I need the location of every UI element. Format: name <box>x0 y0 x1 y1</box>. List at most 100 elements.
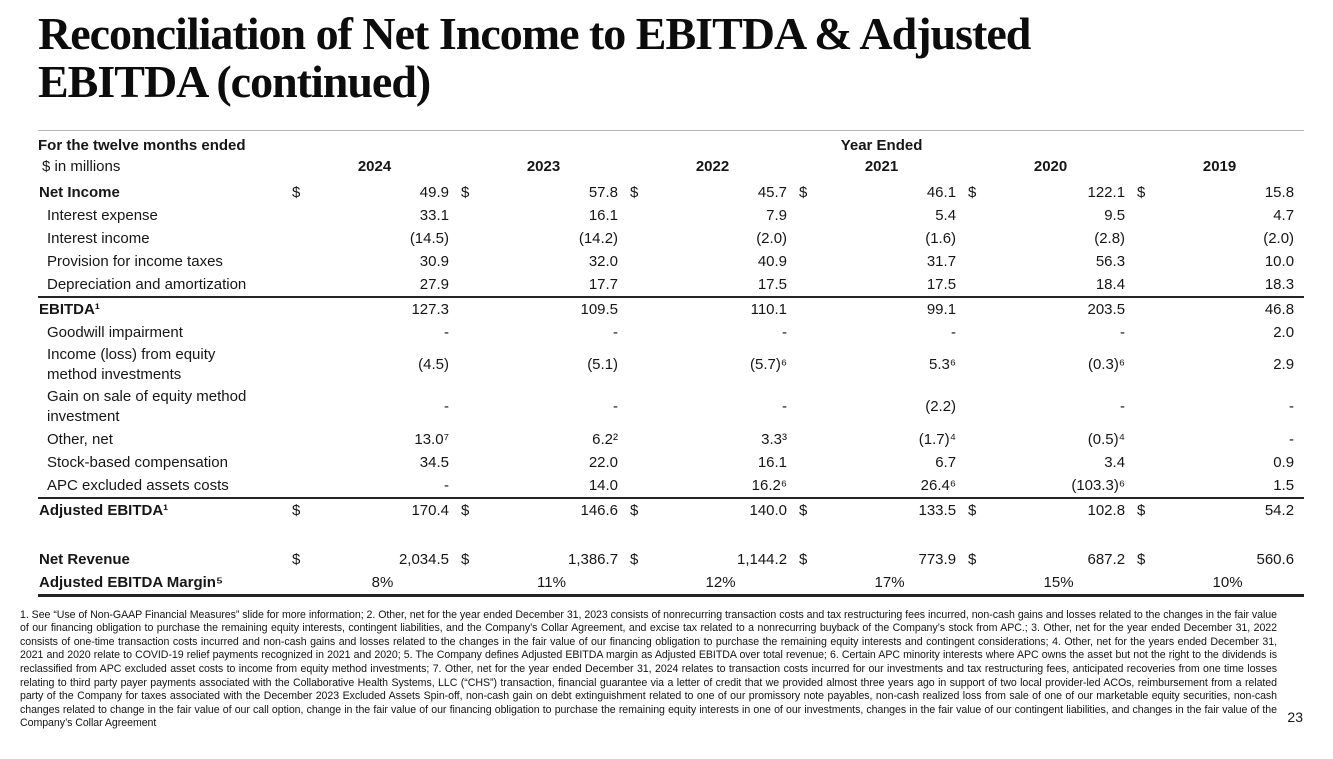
cell-value: (5.1) <box>587 356 619 374</box>
header-spacer <box>628 130 797 156</box>
cell-value: 17.7 <box>588 275 619 293</box>
dollar-sign <box>966 386 996 428</box>
row-label: Income (loss) from equity method investm… <box>47 345 216 383</box>
slide: Reconciliation of Net Income to EBITDA &… <box>0 10 1333 731</box>
cell-value: 26.4⁶ <box>920 476 957 494</box>
cell-value: 49.9 <box>419 183 449 201</box>
row-label: Depreciation and amortization <box>47 275 247 293</box>
dollar-sign <box>797 250 827 273</box>
dollar-sign <box>966 250 996 273</box>
dollar-sign: $ <box>968 550 977 568</box>
cell-value: 16.1 <box>588 206 619 224</box>
dollar-sign: $ <box>461 550 470 568</box>
dollar-sign <box>628 227 658 250</box>
dollar-sign: $ <box>1137 183 1146 201</box>
dollar-sign <box>290 250 320 273</box>
reconciliation-table: For the twelve months ended Year Ended $… <box>38 129 1305 597</box>
cell-value: 54.2 <box>1165 496 1305 522</box>
table-row: Income (loss) from equity method investm… <box>38 344 1304 386</box>
cell-value: 1.5 <box>1273 476 1295 494</box>
dollar-sign: $ <box>630 550 639 568</box>
dollar-sign <box>628 344 658 386</box>
cell-value: 33.1 <box>419 206 449 224</box>
cell-value: 127.3 <box>320 295 459 321</box>
dollar-sign <box>290 344 320 386</box>
cell-value: (2.0) <box>756 229 788 247</box>
cell-value: 140.0 <box>658 496 798 522</box>
row-label: Goodwill impairment <box>47 323 183 341</box>
dollar-sign <box>290 204 320 227</box>
cell-value: 133.5 <box>827 496 967 522</box>
cell-value: - <box>613 323 619 341</box>
dollar-sign <box>290 474 320 498</box>
year-header-2024: 2024 <box>357 157 392 175</box>
cell-value: 27.9 <box>419 275 449 293</box>
dollar-sign <box>1135 227 1165 250</box>
cell-value: - <box>444 323 449 341</box>
row-label: Gain on sale of equity method investment <box>47 387 247 425</box>
cell-value: (2.2) <box>925 398 957 416</box>
cell-value: (2.0) <box>1263 229 1295 247</box>
dollar-sign: $ <box>1137 550 1146 568</box>
table-row: Adjusted EBITDA Margin⁵ 8% 11% 12% 17% 15% 10% <box>38 570 1305 597</box>
dollar-sign <box>1135 273 1165 297</box>
dollar-sign: $ <box>799 550 808 568</box>
dollar-sign: $ <box>797 496 828 522</box>
cell-value: 2.9 <box>1273 356 1295 374</box>
year-header-2020: 2020 <box>1033 157 1068 175</box>
cell-value: 31.7 <box>926 252 957 270</box>
cell-value: 102.8 <box>996 496 1136 522</box>
cell-value: 10% <box>1165 570 1305 597</box>
dollar-sign <box>966 344 996 386</box>
dollar-sign <box>1135 204 1165 227</box>
cell-value: 7.9 <box>766 206 788 224</box>
cell-value: 14.0 <box>588 476 619 494</box>
dollar-sign <box>797 386 827 428</box>
units-label: $ in millions <box>42 157 121 175</box>
row-label: Net Revenue <box>39 550 130 568</box>
cell-value: 32.0 <box>588 252 619 270</box>
year-header-2019: 2019 <box>1202 157 1237 175</box>
dollar-sign <box>290 295 320 321</box>
dollar-sign <box>628 273 658 297</box>
dollar-sign: $ <box>968 183 977 201</box>
dollar-sign <box>628 250 658 273</box>
cell-value: (1.7)⁴ <box>918 430 957 448</box>
cell-value: 46.1 <box>926 183 957 201</box>
dollar-sign <box>966 204 996 227</box>
dollar-sign <box>1135 428 1165 451</box>
row-label: Adjusted EBITDA¹ <box>38 496 290 522</box>
year-header-2023: 2023 <box>526 157 561 175</box>
dollar-sign <box>797 227 827 250</box>
cell-value: 17.5 <box>926 275 957 293</box>
cell-value: (5.7)⁶ <box>750 356 788 374</box>
dollar-sign <box>1135 570 1166 597</box>
cell-value: (1.6) <box>925 229 957 247</box>
dollar-sign: $ <box>461 183 470 201</box>
dollar-sign <box>966 570 997 597</box>
cell-value: 3.3³ <box>761 430 788 448</box>
cell-value: 170.4 <box>320 496 459 522</box>
cell-value: (2.8) <box>1094 229 1126 247</box>
dollar-sign <box>797 295 828 321</box>
table-row: Provision for income taxes 30.9 32.0 40.9 31… <box>38 250 1304 273</box>
cell-value: 34.5 <box>419 453 449 471</box>
cell-value: 15% <box>996 570 1136 597</box>
dollar-sign <box>459 386 489 428</box>
row-label: Stock-based compensation <box>47 453 228 471</box>
cell-value: 0.9 <box>1273 453 1295 471</box>
dollar-sign <box>628 428 658 451</box>
cell-value: 11% <box>489 570 629 597</box>
dollar-sign <box>797 474 827 498</box>
dollar-sign <box>459 344 489 386</box>
row-label: Net Income <box>39 183 120 201</box>
dollar-sign <box>628 321 658 344</box>
dollar-sign <box>966 273 996 297</box>
cell-value: 110.1 <box>658 295 798 321</box>
row-label: Interest income <box>47 229 150 247</box>
row-label: APC excluded assets costs <box>47 476 229 494</box>
dollar-sign <box>797 204 827 227</box>
cell-value: 4.7 <box>1273 206 1295 224</box>
row-label: Other, net <box>47 430 113 448</box>
cell-value: 203.5 <box>996 295 1136 321</box>
